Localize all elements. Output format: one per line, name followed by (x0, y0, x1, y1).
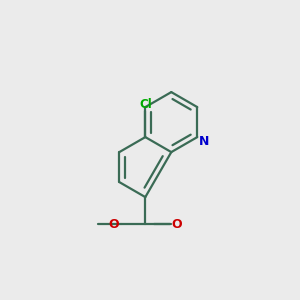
Text: O: O (108, 218, 119, 231)
Text: N: N (200, 135, 210, 148)
Text: O: O (171, 218, 182, 231)
Text: Cl: Cl (139, 98, 152, 111)
